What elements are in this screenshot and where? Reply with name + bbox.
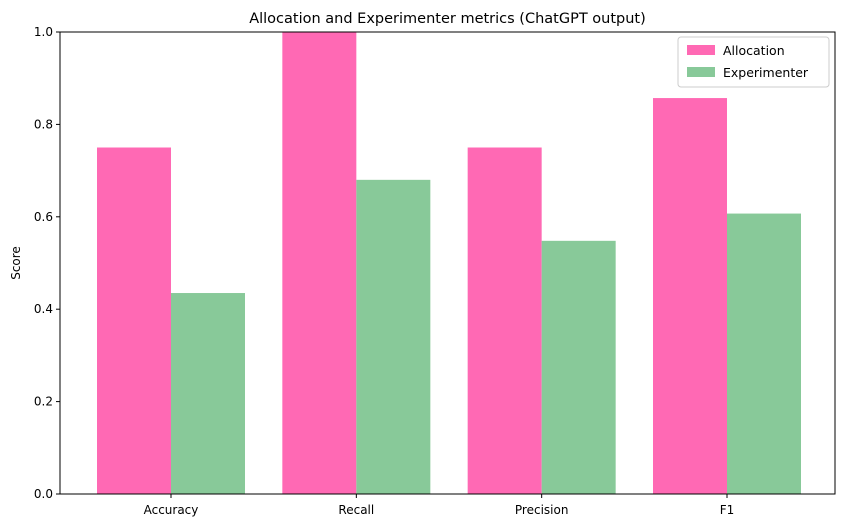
bar-allocation-precision — [467, 147, 542, 494]
legend-label-allocation: Allocation — [723, 43, 785, 58]
bar-experimenter-recall — [356, 179, 431, 494]
legend-swatch-allocation — [687, 45, 715, 55]
y-tick-label: 0.8 — [34, 117, 53, 131]
x-tick-label-accuracy: Accuracy — [144, 503, 199, 517]
legend-box — [677, 36, 830, 88]
y-tick-label: 0.0 — [34, 487, 53, 501]
bars-group — [97, 32, 801, 495]
x-tick-label-precision: Precision — [515, 503, 569, 517]
y-tick-label: 0.2 — [34, 395, 53, 409]
y-tick-label: 0.6 — [34, 210, 53, 224]
y-tick-label: 0.4 — [34, 302, 53, 316]
legend-swatch-experimenter — [687, 67, 715, 77]
x-tick-label-f1: F1 — [720, 503, 735, 517]
x-tick-label-recall: Recall — [338, 503, 374, 517]
bar-experimenter-precision — [541, 240, 616, 494]
legend-label-experimenter: Experimenter — [723, 65, 809, 80]
y-axis-ticks: 0.0 0.2 0.4 0.6 0.8 1.0 — [34, 25, 60, 501]
x-axis-ticks: Accuracy Recall Precision F1 — [144, 494, 735, 517]
bar-allocation-f1 — [653, 98, 727, 494]
bar-allocation-accuracy — [97, 147, 171, 494]
chart-title: Allocation and Experimenter metrics (Cha… — [249, 11, 646, 27]
y-axis-label: Score — [9, 246, 23, 280]
bar-allocation-recall — [282, 32, 357, 494]
bar-experimenter-f1 — [727, 213, 801, 495]
legend: Allocation Experimenter — [677, 36, 830, 88]
axes-frame — [59, 31, 836, 495]
y-tick-label: 1.0 — [34, 25, 53, 39]
bar-experimenter-accuracy — [171, 293, 245, 494]
